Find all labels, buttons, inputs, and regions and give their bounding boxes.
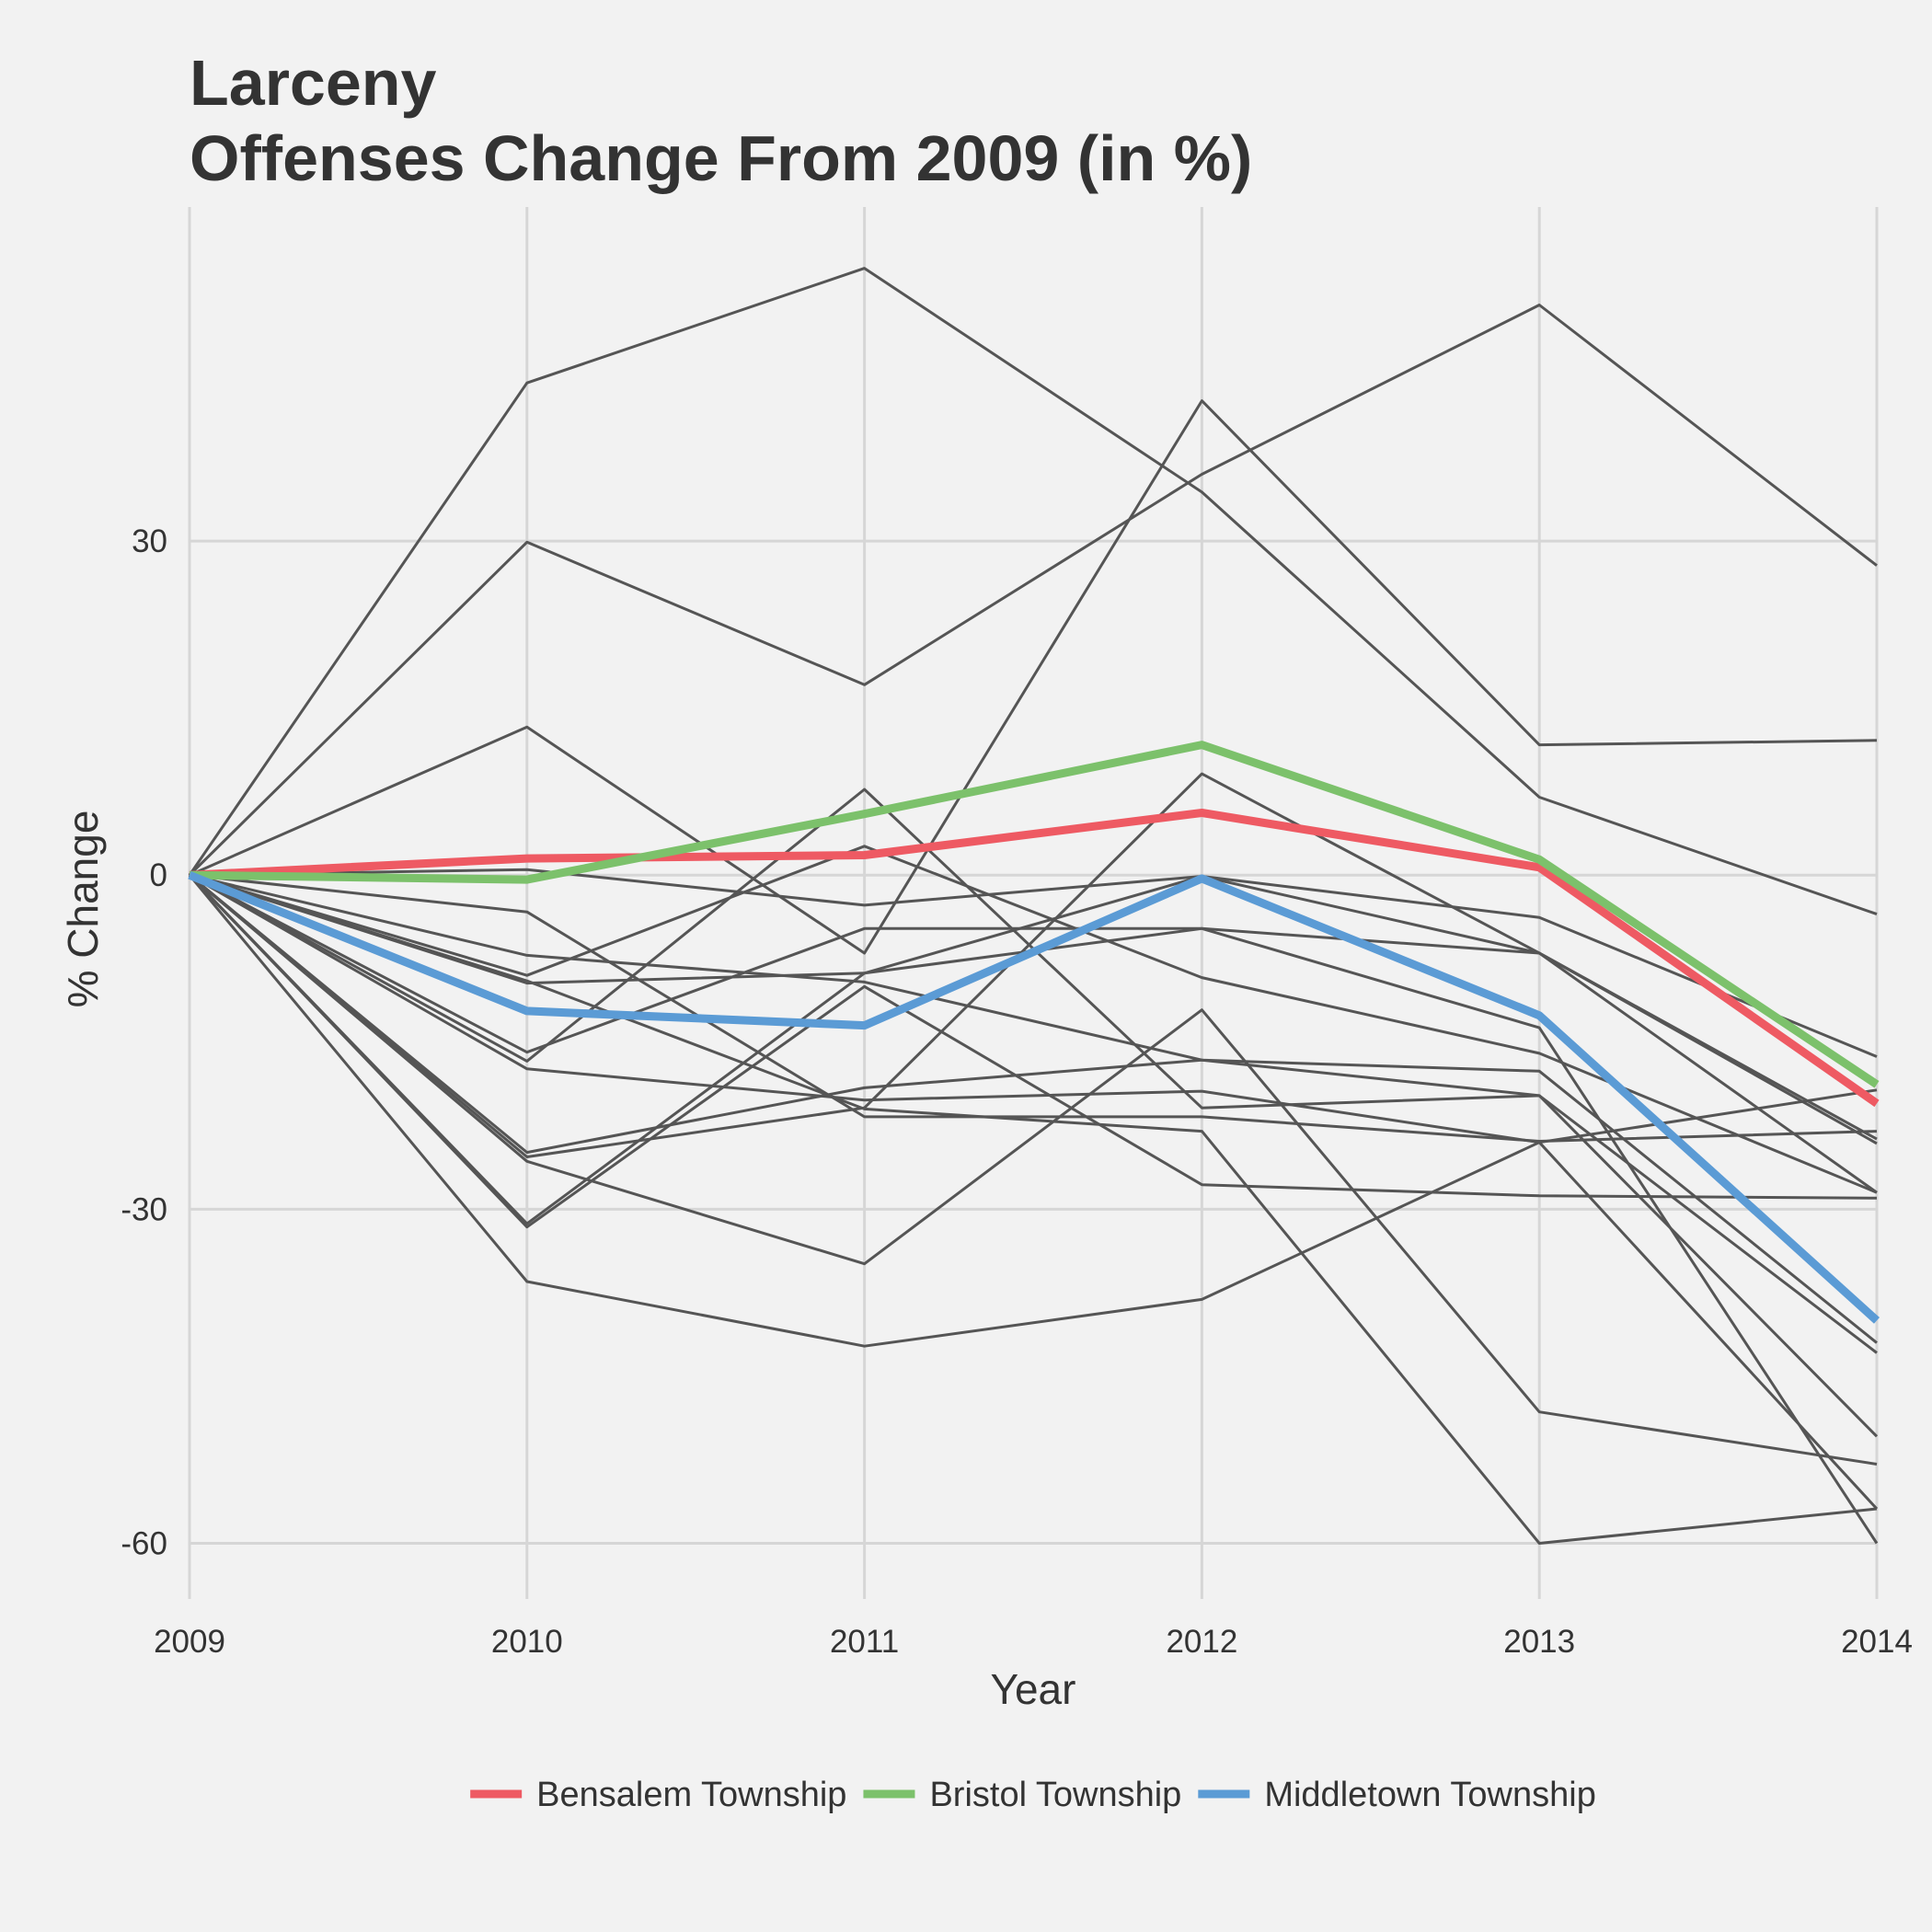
background-series-line [189, 399, 1878, 955]
background-series [188, 267, 1879, 1545]
background-series-line [189, 873, 1878, 1194]
x-tick-label: 2014 [1841, 1624, 1913, 1660]
background-series-line [188, 267, 1878, 916]
background-series-line [189, 873, 1878, 1344]
legend-item: Middletown Township [1198, 1776, 1596, 1814]
y-tick-label: -30 [121, 1191, 167, 1227]
legend-item: Bristol Township [863, 1776, 1181, 1814]
background-series-line [189, 874, 1878, 1354]
series-line-bristol-township [189, 741, 1880, 1088]
background-series-line [189, 845, 1878, 1194]
background-series-line [189, 868, 1878, 1058]
highlighted-series [188, 741, 1880, 1324]
legend-label: Bensalem Township [536, 1776, 846, 1814]
legend: Bensalem Township Bristol Township Middlet… [470, 1776, 1596, 1814]
legend-label: Middletown Township [1264, 1776, 1596, 1814]
x-tick-label: 2013 [1503, 1624, 1575, 1660]
series-line-middletown-township [188, 871, 1880, 1324]
background-series-line [188, 874, 1879, 1511]
x-tick-label: 2012 [1166, 1624, 1237, 1660]
x-tick-label: 2011 [830, 1624, 899, 1660]
x-tick-label: 2010 [491, 1624, 563, 1660]
background-series-line [188, 304, 1878, 877]
x-axis-title: Year [991, 1665, 1076, 1713]
y-tick-label: -60 [121, 1525, 167, 1561]
y-tick-label: 30 [132, 523, 167, 559]
series-line-bensalem-township [189, 809, 1880, 1108]
background-series-line [189, 874, 1878, 1466]
chart-title-line-1: Larceny [190, 47, 437, 119]
background-series-line [189, 772, 1878, 1158]
y-axis-title: % Change [59, 811, 107, 1008]
x-tick-label: 2009 [154, 1624, 225, 1660]
background-series-line [188, 874, 1878, 1229]
axis-tick-labels: 2009 2010 2011 2012 2013 2014 30 0 -30 -60 [121, 523, 1913, 1660]
legend-item: Bensalem Township [470, 1776, 846, 1814]
background-series-line [189, 873, 1878, 1545]
gridlines [188, 207, 1879, 1599]
y-tick-label: 0 [150, 857, 167, 893]
background-series-line [189, 873, 1878, 1144]
chart-title-line-2: Offenses Change From 2009 (in %) [190, 122, 1252, 194]
legend-label: Bristol Township [929, 1776, 1181, 1814]
